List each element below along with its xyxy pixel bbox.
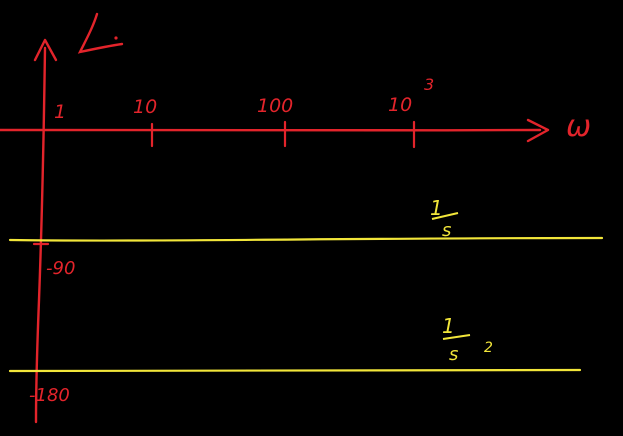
angle-symbol-dot <box>114 36 118 40</box>
curve-1-numerator: 1 <box>430 196 443 220</box>
curve-2-denominator: s <box>449 344 458 365</box>
tick-label-10: 10 <box>133 96 157 118</box>
phase-label-90: -90 <box>46 258 75 279</box>
phase-label-180: -180 <box>29 385 70 406</box>
vertical-axis-arrowhead <box>33 38 58 62</box>
horizontal-axis-line <box>0 128 542 132</box>
curve-2-exponent: 2 <box>484 340 493 356</box>
curve-1-fraction-bar <box>431 212 459 220</box>
vertical-axis-line <box>34 46 47 424</box>
curve-one-over-s-squared <box>8 368 582 373</box>
tick-label-100: 100 <box>257 95 293 117</box>
curve-1-denominator: s <box>442 220 451 241</box>
angle-symbol-icon <box>77 12 124 54</box>
tick-label-1000-exponent: 3 <box>424 75 434 94</box>
horizontal-axis-arrowhead <box>526 118 550 143</box>
curve-2-numerator: 1 <box>442 314 455 338</box>
tick-label-1000-base: 10 <box>388 94 412 116</box>
curve-2-fraction-bar <box>442 334 471 340</box>
tick-label-1: 1 <box>54 101 66 123</box>
horizontal-axis-label: ω <box>566 109 591 144</box>
curve-one-over-s <box>8 236 604 242</box>
